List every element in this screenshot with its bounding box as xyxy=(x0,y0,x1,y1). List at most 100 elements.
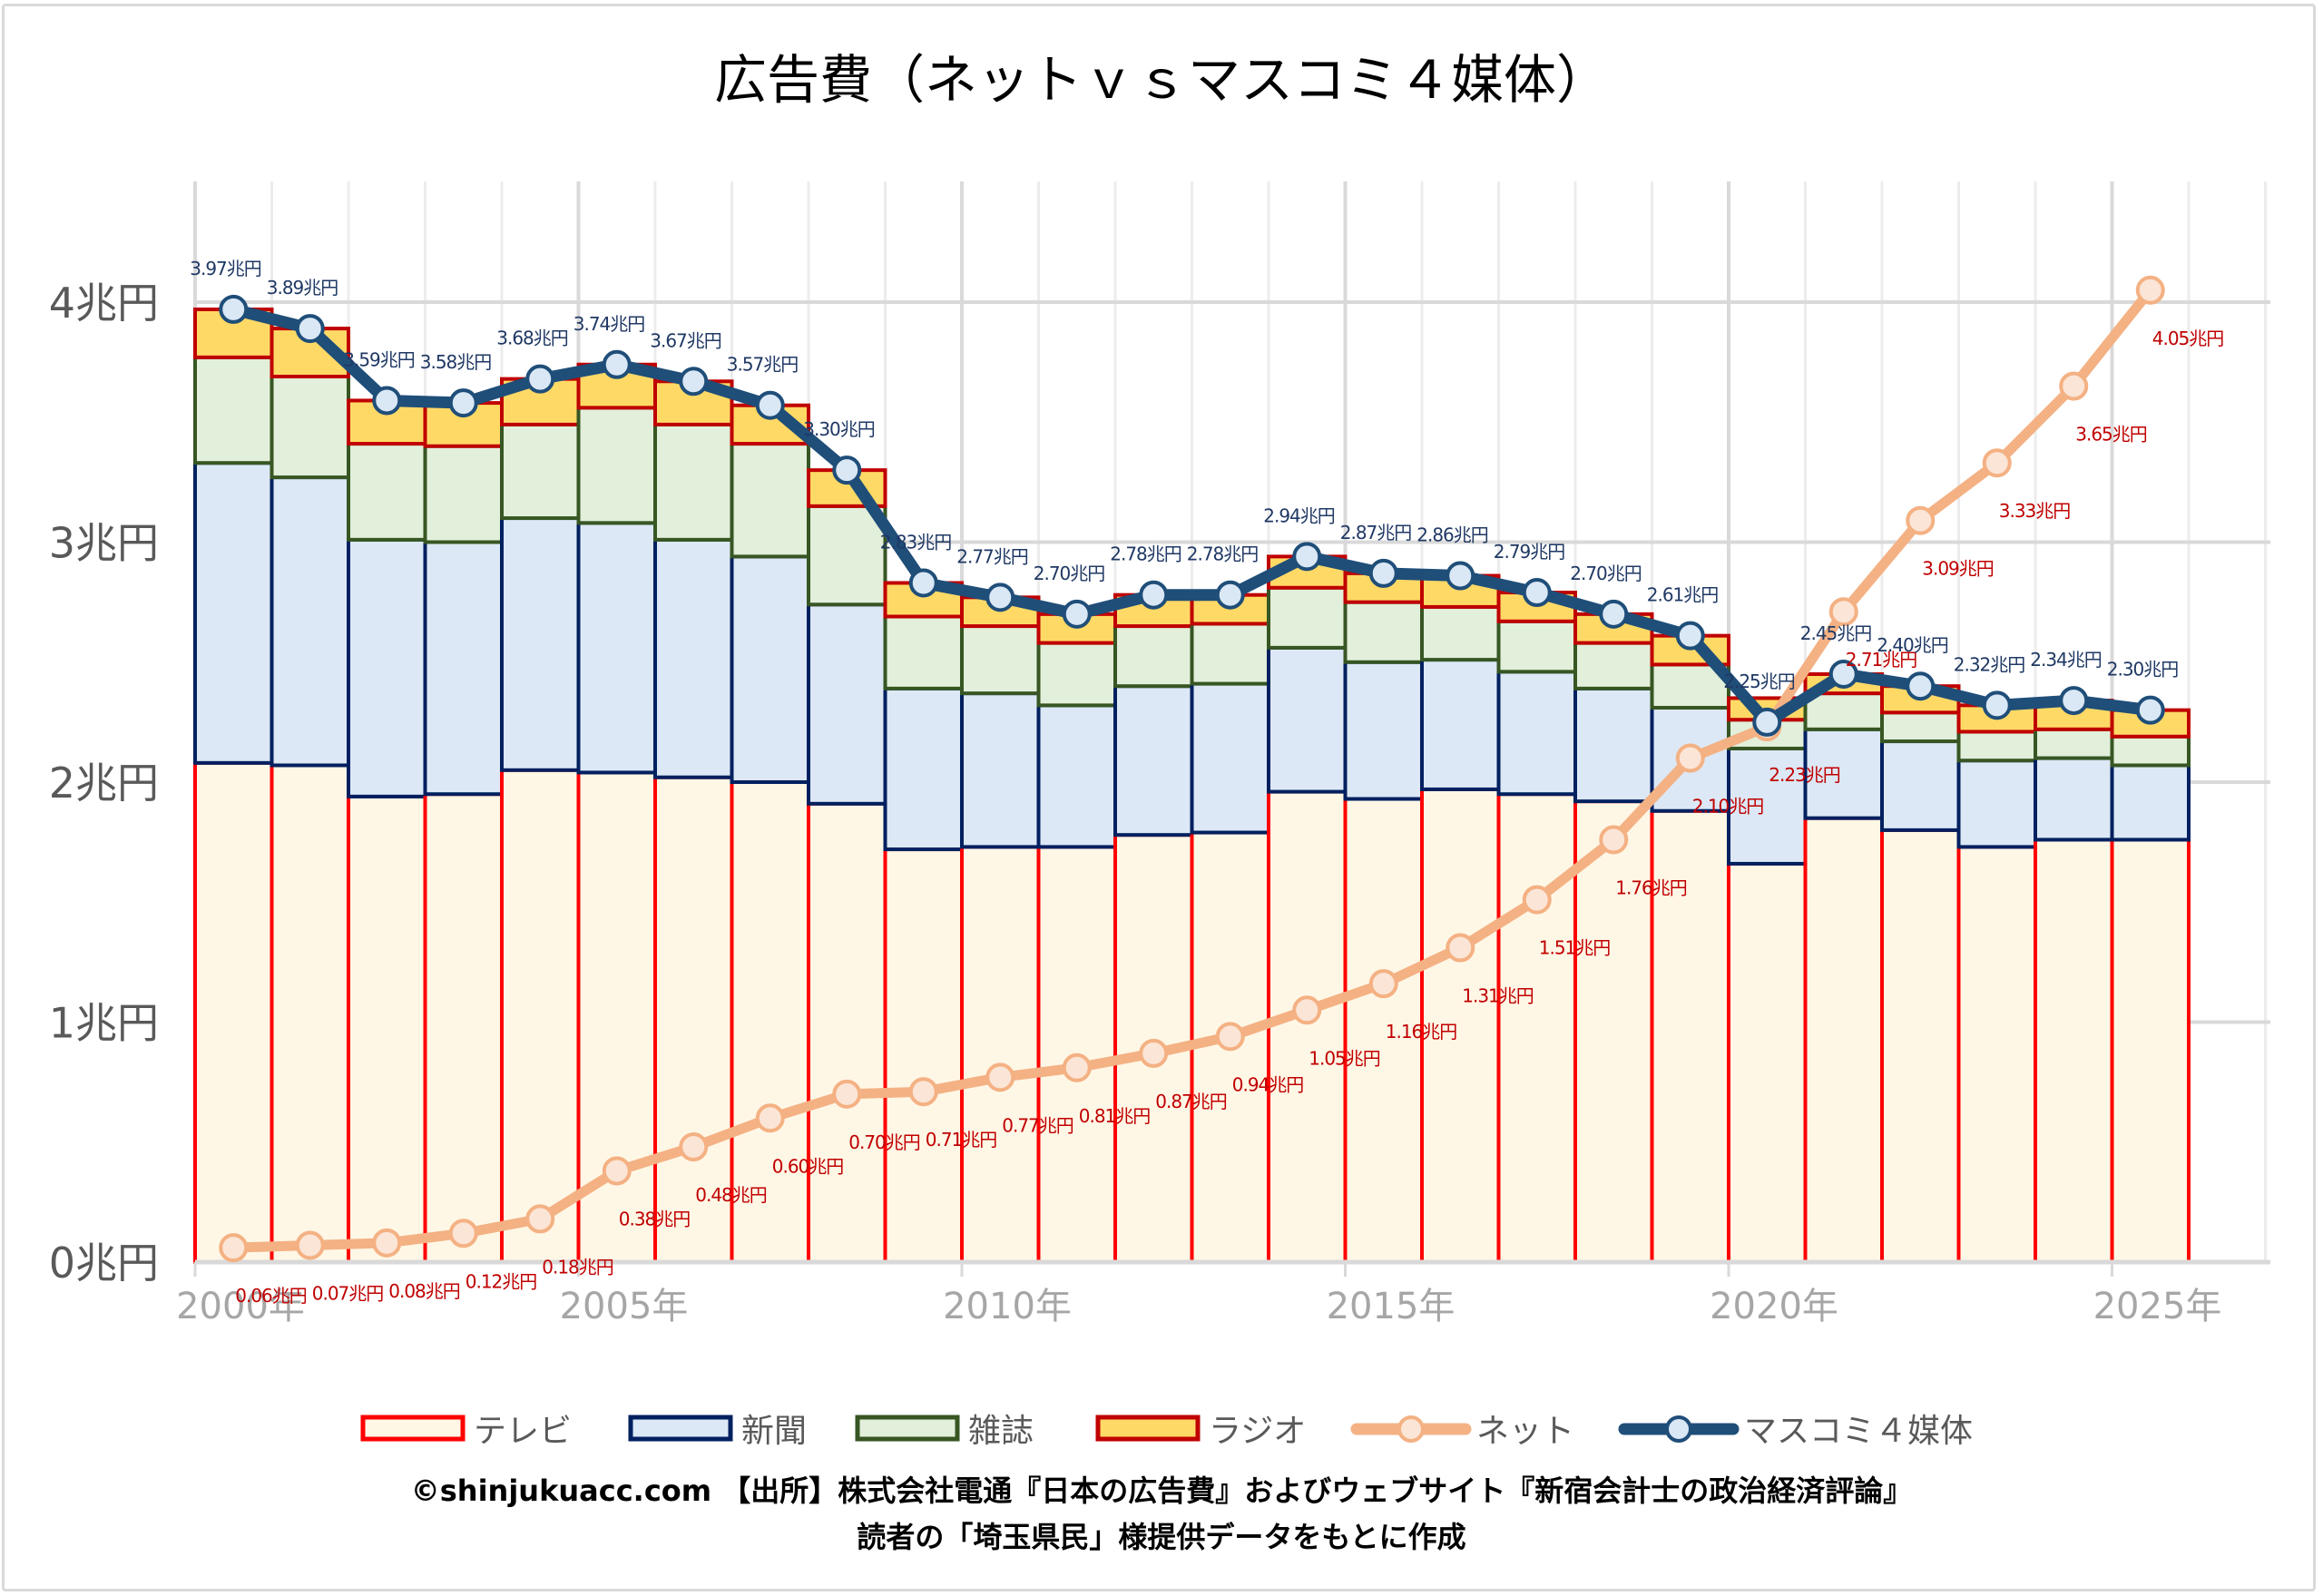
bar-segment-雑誌 xyxy=(576,406,657,525)
data-label-mass: 3.89兆円 xyxy=(267,277,338,299)
bar-segment-テレビ xyxy=(960,845,1041,1264)
bar-segment-新聞 xyxy=(883,686,964,852)
bar-segment-雑誌 xyxy=(1036,641,1117,708)
bar-segment-新聞 xyxy=(1113,684,1194,837)
bar-segment-雑誌 xyxy=(653,422,734,542)
legend-swatch-ラジオ xyxy=(1095,1415,1201,1442)
legend-label: 新聞 xyxy=(741,1413,807,1450)
data-label-mass: 3.59兆円 xyxy=(343,348,415,370)
bar-segment-新聞 xyxy=(2110,763,2191,842)
footer-credit: 読者の「埼玉県民」様提供データをもとに作成 xyxy=(857,1520,1465,1554)
y-axis: 0兆円 1兆円 2兆円 3兆円 4兆円 xyxy=(49,279,159,1288)
data-label-mass: 3.97兆円 xyxy=(190,258,261,279)
bar-segment-テレビ xyxy=(1267,789,1348,1264)
data-point-ネット xyxy=(1828,597,1858,627)
data-point-マスコミ４媒体 xyxy=(1752,707,1782,737)
x-tick-label: 2020年 xyxy=(1710,1286,1838,1327)
data-label-mass: 2.83兆円 xyxy=(880,531,952,553)
data-label-net: 0.60兆円 xyxy=(772,1155,844,1177)
legend-label: ネット xyxy=(1476,1413,1574,1450)
data-point-マスコミ４媒体 xyxy=(1675,621,1705,651)
bar-segment-新聞 xyxy=(2034,756,2114,842)
data-label-mass: 2.30兆円 xyxy=(2107,659,2179,681)
data-label-net: 0.38兆円 xyxy=(619,1208,691,1229)
data-label-net: 4.05兆円 xyxy=(2152,328,2224,349)
legend-swatch-新聞 xyxy=(628,1415,733,1442)
data-point-ネット xyxy=(908,1077,938,1107)
bar-segment-雑誌 xyxy=(807,504,887,607)
data-label-mass: 2.70兆円 xyxy=(1034,563,1105,584)
bar-segment-テレビ xyxy=(423,792,504,1264)
data-point-ネット xyxy=(985,1062,1015,1092)
data-point-ネット xyxy=(1675,743,1705,773)
data-label-net: 0.81兆円 xyxy=(1079,1105,1151,1127)
bar-segment-雑誌 xyxy=(193,355,274,465)
data-label-net: 3.33兆円 xyxy=(1999,500,2071,522)
x-tick-label: 2010年 xyxy=(943,1286,1072,1327)
data-label-mass: 2.32兆円 xyxy=(1954,653,2025,675)
data-point-マスコミ４媒体 xyxy=(1139,580,1169,610)
data-point-マスコミ４媒体 xyxy=(1599,599,1629,629)
bar-segment-新聞 xyxy=(1190,681,1270,835)
bar-segment-新聞 xyxy=(193,461,274,765)
bar-segment-テレビ xyxy=(730,780,810,1264)
data-label-net: 0.12兆円 xyxy=(466,1270,537,1292)
data-label-mass: 2.77兆円 xyxy=(956,545,1028,567)
data-label-net: 3.65兆円 xyxy=(2075,424,2147,446)
data-label-net: 2.23兆円 xyxy=(1769,764,1840,786)
data-point-ネット xyxy=(602,1156,632,1186)
legend-swatch-雑誌 xyxy=(855,1415,960,1442)
data-label-mass: 2.25兆円 xyxy=(1723,671,1795,692)
data-label-net: 1.76兆円 xyxy=(1615,876,1687,898)
bar-segment-雑誌 xyxy=(1113,624,1194,689)
data-label-net: 2.10兆円 xyxy=(1692,796,1764,818)
bar-segment-雑誌 xyxy=(2110,734,2191,768)
bar-segment-雑誌 xyxy=(1880,710,1961,744)
bar-segment-新聞 xyxy=(347,537,427,798)
x-tick-label: 2025年 xyxy=(2093,1286,2222,1327)
bar-segment-新聞 xyxy=(1267,645,1348,794)
data-point-ネット xyxy=(1368,969,1398,999)
data-label-net: 0.87兆円 xyxy=(1155,1091,1227,1112)
bar-segment-新聞 xyxy=(807,602,887,806)
data-point-ネット xyxy=(372,1228,402,1258)
bar-segment-雑誌 xyxy=(960,624,1041,696)
bar-segment-雑誌 xyxy=(500,422,581,521)
bar-segment-雑誌 xyxy=(347,442,427,542)
data-point-ネット xyxy=(295,1230,325,1260)
bar-segment-テレビ xyxy=(2034,837,2114,1264)
bar-segment-テレビ xyxy=(807,801,887,1264)
data-point-マスコミ４媒体 xyxy=(602,349,632,379)
data-label-net: 1.05兆円 xyxy=(1309,1047,1380,1069)
data-point-マスコミ４媒体 xyxy=(1906,671,1936,701)
data-point-マスコミ４媒体 xyxy=(1446,561,1475,591)
chart-title: 広告費（ネットｖｓマスコミ４媒体） xyxy=(714,49,1609,111)
footer-source: ©shinjukuacc.com 【出所】株式会社電通『日本の広告費』およびウェ… xyxy=(411,1474,1913,1508)
legend-label: テレビ xyxy=(474,1413,572,1450)
data-point-ネット xyxy=(832,1079,862,1109)
legend-label: マスコミ４媒体 xyxy=(1744,1413,1973,1450)
x-axis-ticks: 2000年 2005年 2010年 2015年 2020年 2025年 xyxy=(176,1262,2221,1327)
data-point-マスコミ４媒体 xyxy=(679,367,709,397)
data-label-net: 1.51兆円 xyxy=(1539,937,1611,959)
legend-label: 雑誌 xyxy=(968,1413,1034,1450)
data-point-マスコミ４媒体 xyxy=(1368,558,1398,588)
data-point-マスコミ４媒体 xyxy=(832,455,862,485)
data-point-ネット xyxy=(2059,371,2089,401)
data-label-mass: 3.68兆円 xyxy=(496,328,568,349)
data-label-mass: 2.78兆円 xyxy=(1110,543,1181,565)
data-point-ネット xyxy=(1446,933,1475,963)
bar-segment-雑誌 xyxy=(1496,619,1577,674)
bar-segment-テレビ xyxy=(1343,797,1424,1264)
data-label-net: 1.31兆円 xyxy=(1462,985,1534,1007)
data-label-mass: 3.58兆円 xyxy=(420,351,492,373)
bar-segment-テレビ xyxy=(1727,861,1808,1264)
data-label-net: 0.71兆円 xyxy=(926,1129,997,1150)
bar-segment-雑誌 xyxy=(1190,622,1270,686)
bar-segment-雑誌 xyxy=(883,614,964,690)
legend-swatch-テレビ xyxy=(360,1415,466,1442)
y-tick-label: 2兆円 xyxy=(49,759,159,808)
data-label-net: 0.48兆円 xyxy=(695,1184,767,1206)
data-label-net: 0.06兆円 xyxy=(235,1285,307,1307)
data-point-ネット xyxy=(1599,825,1629,855)
